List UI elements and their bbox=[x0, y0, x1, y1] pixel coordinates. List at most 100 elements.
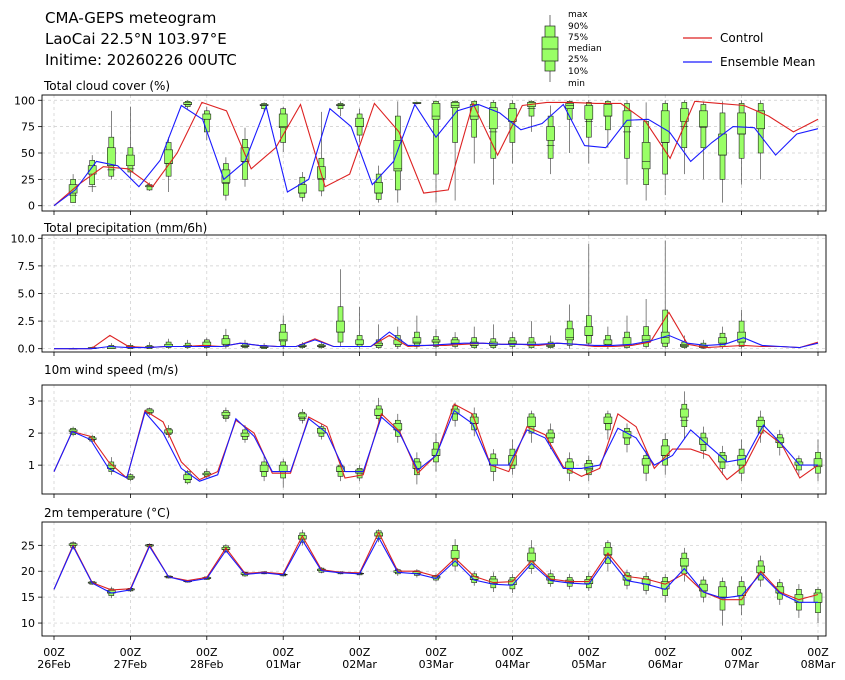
box-25-75 bbox=[546, 432, 555, 439]
box-25-75 bbox=[622, 110, 632, 127]
box-25-75 bbox=[336, 320, 345, 333]
box-32 bbox=[660, 100, 670, 196]
box-30 bbox=[622, 423, 632, 453]
box-25-75 bbox=[813, 592, 823, 603]
box-25-75 bbox=[107, 147, 116, 166]
x-tick-date: 06Mar bbox=[648, 658, 683, 671]
box-37 bbox=[756, 100, 766, 180]
box-15 bbox=[336, 460, 345, 482]
box-25-75 bbox=[699, 110, 708, 127]
x-tick-hour: 00Z bbox=[654, 646, 676, 659]
box-4 bbox=[126, 473, 135, 482]
box-30 bbox=[622, 315, 632, 349]
box-36 bbox=[737, 310, 746, 349]
box-25-75 bbox=[297, 184, 307, 194]
box-10-90 bbox=[585, 102, 592, 138]
box-25-75 bbox=[259, 464, 269, 472]
box-35 bbox=[718, 326, 727, 349]
box-25-75 bbox=[603, 547, 613, 555]
box-24 bbox=[508, 573, 517, 593]
box-25-75 bbox=[565, 103, 575, 110]
box-25-75 bbox=[718, 586, 727, 598]
legend-box-label: max bbox=[568, 10, 588, 20]
box-34 bbox=[699, 101, 708, 180]
box-25-75 bbox=[355, 117, 364, 127]
box-10 bbox=[240, 127, 250, 187]
box-40 bbox=[813, 586, 823, 624]
y-tick-label: 10.0 bbox=[11, 232, 36, 245]
box-10-90 bbox=[490, 102, 497, 159]
box-3 bbox=[107, 343, 116, 349]
box-13 bbox=[297, 529, 307, 546]
box-31 bbox=[641, 102, 651, 201]
box-25-75 bbox=[450, 550, 460, 559]
y-tick-label: 25 bbox=[21, 539, 35, 552]
box-10-90 bbox=[662, 309, 669, 347]
legend-mean-label: Ensemble Mean bbox=[720, 55, 815, 69]
panel-frame bbox=[41, 234, 827, 353]
box-13 bbox=[297, 171, 307, 202]
panel-2: Total precipitation (mm/6h) 0.0 2.5 5.0 7.5 1… bbox=[11, 221, 827, 356]
box-4 bbox=[126, 106, 135, 179]
box-25-75 bbox=[641, 142, 651, 170]
box-24 bbox=[508, 332, 517, 349]
y-tick-label: 15 bbox=[21, 591, 35, 604]
y-tick-label: 3 bbox=[28, 395, 35, 408]
box-15 bbox=[336, 269, 345, 347]
box-7 bbox=[183, 339, 192, 349]
box-10-90 bbox=[337, 103, 344, 110]
box-22 bbox=[469, 407, 479, 437]
box-25-75 bbox=[278, 331, 288, 342]
legend-box-label: 25% bbox=[568, 55, 588, 65]
box-33 bbox=[679, 547, 689, 582]
box-37 bbox=[756, 410, 766, 443]
x-tick-hour: 00Z bbox=[196, 646, 218, 659]
box-23 bbox=[488, 324, 498, 349]
box-28 bbox=[584, 243, 594, 347]
box-25-75 bbox=[488, 107, 498, 130]
box-25-75 bbox=[584, 326, 594, 336]
box-17 bbox=[374, 324, 384, 349]
box-25-75 bbox=[718, 337, 727, 344]
box-35 bbox=[718, 577, 727, 626]
box-26 bbox=[546, 335, 555, 349]
box-11 bbox=[259, 455, 269, 482]
box-25 bbox=[527, 410, 536, 443]
box-21 bbox=[450, 539, 460, 572]
box-25-75 bbox=[221, 169, 231, 183]
legend-box-label: min bbox=[568, 79, 585, 89]
x-tick-hour: 00Z bbox=[120, 646, 142, 659]
location-label: LaoCai 22.5°N 103.97°E bbox=[45, 30, 227, 48]
legend-box-label: 75% bbox=[568, 33, 588, 43]
box-10-90 bbox=[624, 103, 630, 159]
x-tick-date: 08Mar bbox=[801, 658, 836, 671]
box-25-75 bbox=[240, 432, 250, 437]
box-40 bbox=[813, 439, 823, 482]
box-25-75 bbox=[374, 182, 384, 194]
control-line bbox=[53, 531, 819, 601]
box-16 bbox=[355, 108, 364, 143]
x-tick-hour: 00Z bbox=[502, 646, 524, 659]
box-29 bbox=[603, 410, 613, 440]
panel-title: Total precipitation (mm/6h) bbox=[43, 221, 207, 235]
box-23 bbox=[488, 100, 498, 185]
box-22 bbox=[469, 326, 479, 349]
legend-box-label: 90% bbox=[568, 22, 588, 32]
box-20 bbox=[431, 100, 441, 203]
y-tick-label: 0.0 bbox=[18, 343, 36, 356]
legend-control-label: Control bbox=[720, 31, 763, 45]
box-25-75 bbox=[431, 103, 441, 120]
y-tick-label: 5.0 bbox=[18, 288, 36, 301]
x-axis-labels: 00Z26Feb00Z27Feb00Z28Feb00Z01Mar00Z02Mar… bbox=[37, 646, 836, 671]
box-25 bbox=[527, 540, 536, 574]
box-25-75 bbox=[565, 461, 575, 469]
box-22 bbox=[469, 100, 479, 164]
box-25-75 bbox=[278, 464, 288, 472]
box-25-75 bbox=[603, 339, 613, 345]
box-16 bbox=[355, 465, 364, 482]
box-15 bbox=[336, 101, 345, 117]
box-19 bbox=[412, 315, 422, 349]
x-tick-hour: 00Z bbox=[43, 646, 65, 659]
box-3 bbox=[107, 110, 116, 180]
